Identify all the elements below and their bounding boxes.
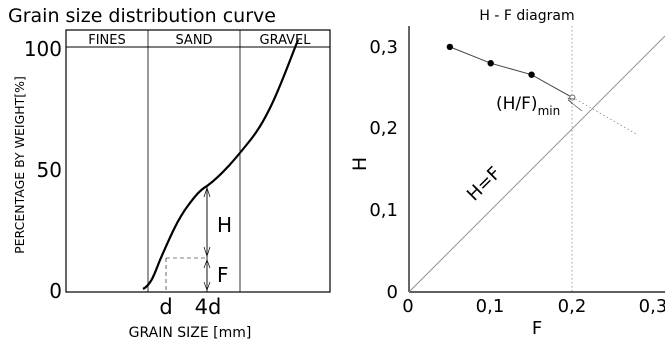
h-f-chart: H - F diagram 0 0,1 0,2 0,3 0 0,1 0,2 0,… [349, 8, 665, 339]
trend-extension-dotted [571, 96, 639, 136]
h-arrowhead-top [203, 186, 211, 198]
f-arrowhead-top [203, 259, 211, 269]
f-marker-label: F [217, 263, 229, 287]
grain-x-axis-label: GRAIN SIZE [mm] [129, 325, 252, 341]
grain-chart-title: Grain size distribution curve [8, 5, 276, 27]
hf-y-tick-0: 0 [387, 282, 398, 303]
hf-data-point-3 [528, 71, 535, 78]
grading-curve [142, 39, 300, 290]
h-equals-f-label: H=F [463, 163, 505, 205]
grain-y-axis-label: PERCENTAGE BY WEIGHT[%] [12, 76, 27, 254]
d-label: d [159, 295, 172, 319]
hf-x-tick-0-3: 0,3 [639, 296, 665, 317]
hf-x-tick-0: 0 [402, 296, 413, 317]
h-marker-label: H [217, 213, 232, 237]
hf-y-tick-0-3: 0,3 [369, 37, 398, 58]
y-tick-100: 100 [24, 37, 62, 61]
hf-x-tick-0-1: 0,1 [476, 296, 505, 317]
hf-chart-title: H - F diagram [479, 8, 574, 24]
four-d-label: 4d [195, 295, 222, 319]
h-equals-f-line [408, 35, 665, 293]
hf-x-axis-label: F [532, 318, 542, 339]
y-tick-50: 50 [37, 158, 62, 182]
zone-label-gravel: GRAVEL [260, 33, 312, 48]
f-arrowhead-bottom [203, 281, 211, 291]
h-f-min-label: (H/F)min [496, 94, 560, 118]
zone-label-sand: SAND [175, 33, 212, 48]
hf-min-point [569, 94, 576, 101]
hf-series-line [449, 46, 573, 99]
hf-y-axis-label: H [349, 157, 371, 171]
grain-size-chart: Grain size distribution curve FINES SAND… [8, 5, 331, 341]
h-arrowhead-bottom [203, 246, 211, 258]
grain-chart-frame [65, 29, 331, 293]
hf-y-tick-0-1: 0,1 [369, 200, 398, 221]
hf-x-tick-0-2: 0,2 [558, 296, 587, 317]
zone-label-fines: FINES [88, 33, 126, 48]
hf-data-point-1 [446, 43, 454, 51]
y-tick-0: 0 [49, 279, 62, 303]
hf-data-point-2 [487, 60, 494, 67]
hf-series-points [446, 43, 576, 101]
min-pointer-arrowhead [567, 97, 576, 105]
hf-y-tick-0-2: 0,2 [369, 118, 398, 139]
